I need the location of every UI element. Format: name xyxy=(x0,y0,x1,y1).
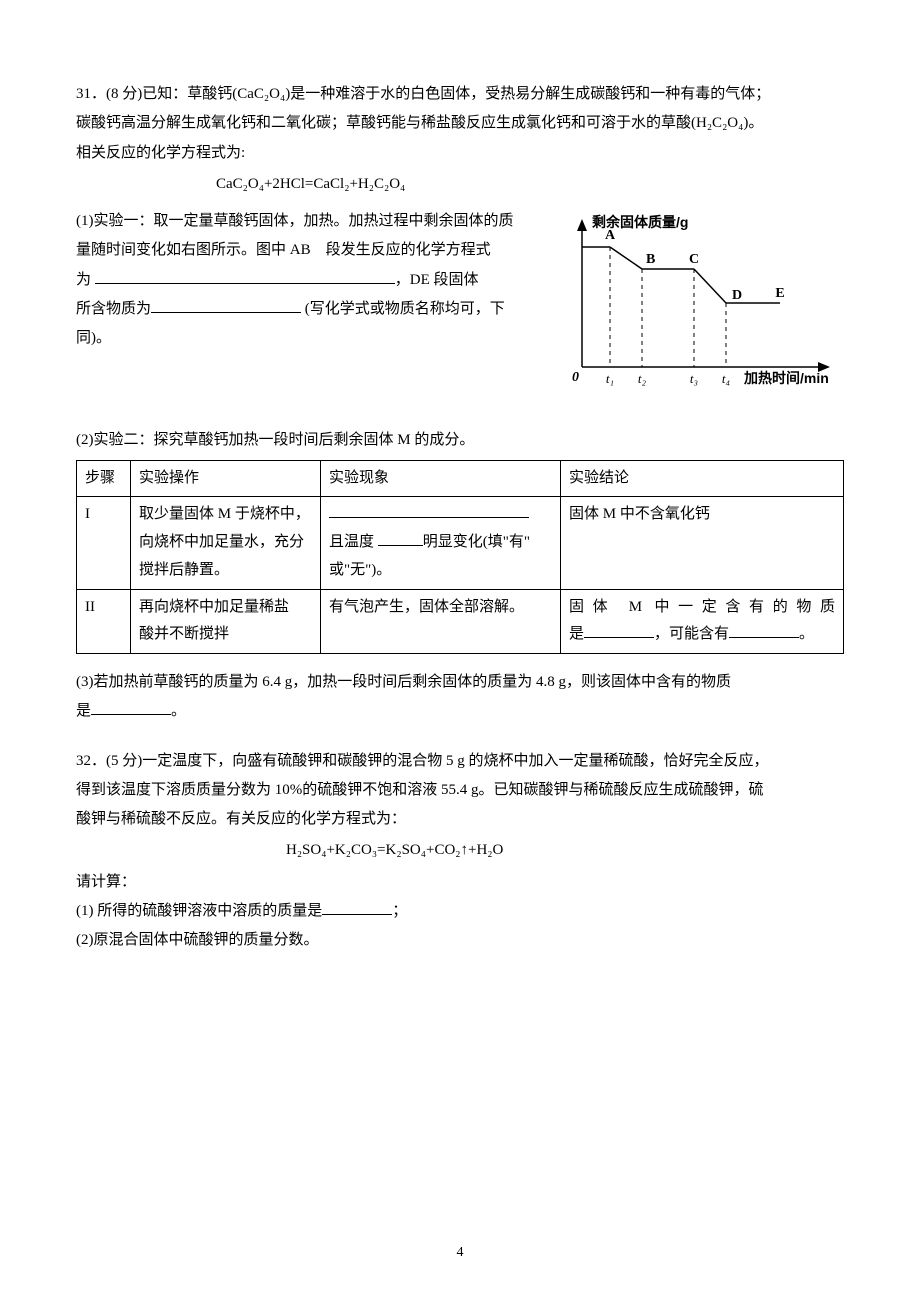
tick-t2: t₂ xyxy=(638,371,647,386)
mass-time-chart: A B C D E 剩余固体质量/g 加热时间/min 0 t₁ t₂ t₃ t… xyxy=(554,207,844,408)
cell-conc-2: 固体 M 中一定含有的物质 是，可能含有。 xyxy=(561,589,844,654)
seg-ab xyxy=(610,247,642,269)
q31-intro-l2: 碳酸钙高温分解生成氧化钙和二氧化碳；草酸钙能与稀盐酸反应生成氯化钙和可溶于水的草… xyxy=(76,109,844,138)
obs1-l3: 或"无")。 xyxy=(329,557,552,585)
q31-p3-l2: 是。 xyxy=(76,697,844,726)
tick-t1: t₁ xyxy=(606,371,614,386)
q32-formula: H₂SO₄+K₂CO₃=K₂SO₄+CO₂↑+H₂O xyxy=(76,836,844,865)
table-header-row: 步骤 实验操作 实验现象 实验结论 xyxy=(77,460,844,497)
q31-p1-b3: 为 ，DE 段固体 xyxy=(76,266,540,295)
q31-number: 31．(8 分) xyxy=(76,86,142,102)
cell-op-1: 取少量固体 M 于烧杯中， 向烧杯中加足量水，充分 搅拌后静置。 xyxy=(131,497,321,589)
cell-obs-1: 且温度 明显变化(填"有" 或"无")。 xyxy=(321,497,561,589)
q32-calc-label: 请计算： xyxy=(76,868,844,897)
q32-intro-l3: 酸钾与稀硫酸不反应。有关反应的化学方程式为： xyxy=(76,805,844,834)
op2-l1: 再向烧杯中加足量稀盐 xyxy=(139,594,312,622)
q32-intro-l2: 得到该温度下溶质质量分数为 10%的硫酸钾不饱和溶液 55.4 g。已知碳酸钾与… xyxy=(76,776,844,805)
op1-l3: 搅拌后静置。 xyxy=(139,557,312,585)
table-row: I 取少量固体 M 于烧杯中， 向烧杯中加足量水，充分 搅拌后静置。 且温度 明… xyxy=(77,497,844,589)
q31-intro-l3: 相关反应的化学方程式为: xyxy=(76,139,844,168)
q32-intro-l1: 一定温度下，向盛有硫酸钾和碳酸钾的混合物 5 g 的烧杯中加入一定量稀硫酸，恰好… xyxy=(142,753,768,769)
q31-part2-intro: (2)实验二：探究草酸钙加热一段时间后剩余固体 M 的成分。 xyxy=(76,426,844,455)
obs1-l1 xyxy=(329,501,552,529)
blank-must-contain[interactable] xyxy=(584,623,654,638)
th-obs: 实验现象 xyxy=(321,460,561,497)
pt-a: A xyxy=(605,228,616,243)
y-arrow-icon xyxy=(577,219,587,231)
q32: 32．(5 分)一定温度下，向盛有硫酸钾和碳酸钾的混合物 5 g 的烧杯中加入一… xyxy=(76,747,844,956)
q31-intro-l1: 已知：草酸钙(CaC₂O₄)是一种难溶于水的白色固体，受热易分解生成碳酸钙和一种… xyxy=(142,86,770,102)
x-label: 加热时间/min xyxy=(743,370,829,386)
op2-l2: 酸并不断搅拌 xyxy=(139,621,312,649)
pt-e: E xyxy=(775,286,784,301)
op1-l1: 取少量固体 M 于烧杯中， xyxy=(139,501,312,529)
q32-l1: 32．(5 分)一定温度下，向盛有硫酸钾和碳酸钾的混合物 5 g 的烧杯中加入一… xyxy=(76,747,844,776)
page-number: 4 xyxy=(0,1239,920,1266)
q31-part1-text: (1)实验一：取一定量草酸钙固体，加热。加热过程中剩余固体的质 量随时间变化如右… xyxy=(76,207,540,353)
q32-number: 32．(5 分) xyxy=(76,753,142,769)
q31-p3-l1: (3)若加热前草酸钙的质量为 6.4 g，加热一段时间后剩余固体的质量为 4.8… xyxy=(76,668,844,697)
q31-formula: CaC₂O₄+2HCl=CaCl₂+H₂C₂O₄ xyxy=(76,170,844,199)
conc2-l1: 固体 M 中一定含有的物质 xyxy=(569,594,835,622)
chart-svg: A B C D E 剩余固体质量/g 加热时间/min 0 t₁ t₂ t₃ t… xyxy=(554,207,844,397)
table-row: II 再向烧杯中加足量稀盐 酸并不断搅拌 有气泡产生，固体全部溶解。 固体 M … xyxy=(77,589,844,654)
blank-may-contain[interactable] xyxy=(729,623,799,638)
pt-c: C xyxy=(689,252,699,267)
tick-t4: t₄ xyxy=(722,371,731,386)
tick-t3: t₃ xyxy=(690,371,698,386)
origin: 0 xyxy=(572,370,579,385)
cell-op-2: 再向烧杯中加足量稀盐 酸并不断搅拌 xyxy=(131,589,321,654)
y-label: 剩余固体质量/g xyxy=(592,214,688,230)
th-step: 步骤 xyxy=(77,460,131,497)
q31-part3: (3)若加热前草酸钙的质量为 6.4 g，加热一段时间后剩余固体的质量为 4.8… xyxy=(76,668,844,727)
q31-p1-b1: (1)实验一：取一定量草酸钙固体，加热。加热过程中剩余固体的质 xyxy=(76,207,540,236)
blank-obs-1b[interactable] xyxy=(378,531,423,546)
cell-step-1: I xyxy=(77,497,131,589)
q31-p1-b5: 同)。 xyxy=(76,324,540,353)
q31: 31．(8 分)已知：草酸钙(CaC₂O₄)是一种难溶于水的白色固体，受热易分解… xyxy=(76,80,844,727)
cell-conc-1: 固体 M 中不含氧化钙 xyxy=(561,497,844,589)
q31-p1-b2: 量随时间变化如右图所示。图中 AB 段发生反应的化学方程式 xyxy=(76,236,540,265)
pt-b: B xyxy=(646,252,655,267)
conc2-l2: 是，可能含有。 xyxy=(569,621,835,649)
blank-obs-1a[interactable] xyxy=(329,503,529,518)
th-conc: 实验结论 xyxy=(561,460,844,497)
q31-part1-row: (1)实验一：取一定量草酸钙固体，加热。加热过程中剩余固体的质 量随时间变化如右… xyxy=(76,207,844,408)
blank-q32-1[interactable] xyxy=(322,900,392,915)
blank-ab-equation[interactable] xyxy=(95,269,395,284)
cell-obs-2: 有气泡产生，固体全部溶解。 xyxy=(321,589,561,654)
blank-part3[interactable] xyxy=(91,700,171,715)
obs1-l2: 且温度 明显变化(填"有" xyxy=(329,529,552,557)
pt-d: D xyxy=(732,288,742,303)
q32-p1: (1) 所得的硫酸钾溶液中溶质的质量是； xyxy=(76,897,844,926)
experiment-table: 步骤 实验操作 实验现象 实验结论 I 取少量固体 M 于烧杯中， 向烧杯中加足… xyxy=(76,460,844,655)
seg-cd xyxy=(694,269,726,303)
q31-header: 31．(8 分)已知：草酸钙(CaC₂O₄)是一种难溶于水的白色固体，受热易分解… xyxy=(76,80,844,109)
cell-step-2: II xyxy=(77,589,131,654)
q32-p2: (2)原混合固体中硫酸钾的质量分数。 xyxy=(76,926,844,955)
op1-l2: 向烧杯中加足量水，充分 xyxy=(139,529,312,557)
q31-p1-b4: 所含物质为 (写化学式或物质名称均可，下 xyxy=(76,295,540,324)
blank-de-substance[interactable] xyxy=(151,298,301,313)
th-op: 实验操作 xyxy=(131,460,321,497)
